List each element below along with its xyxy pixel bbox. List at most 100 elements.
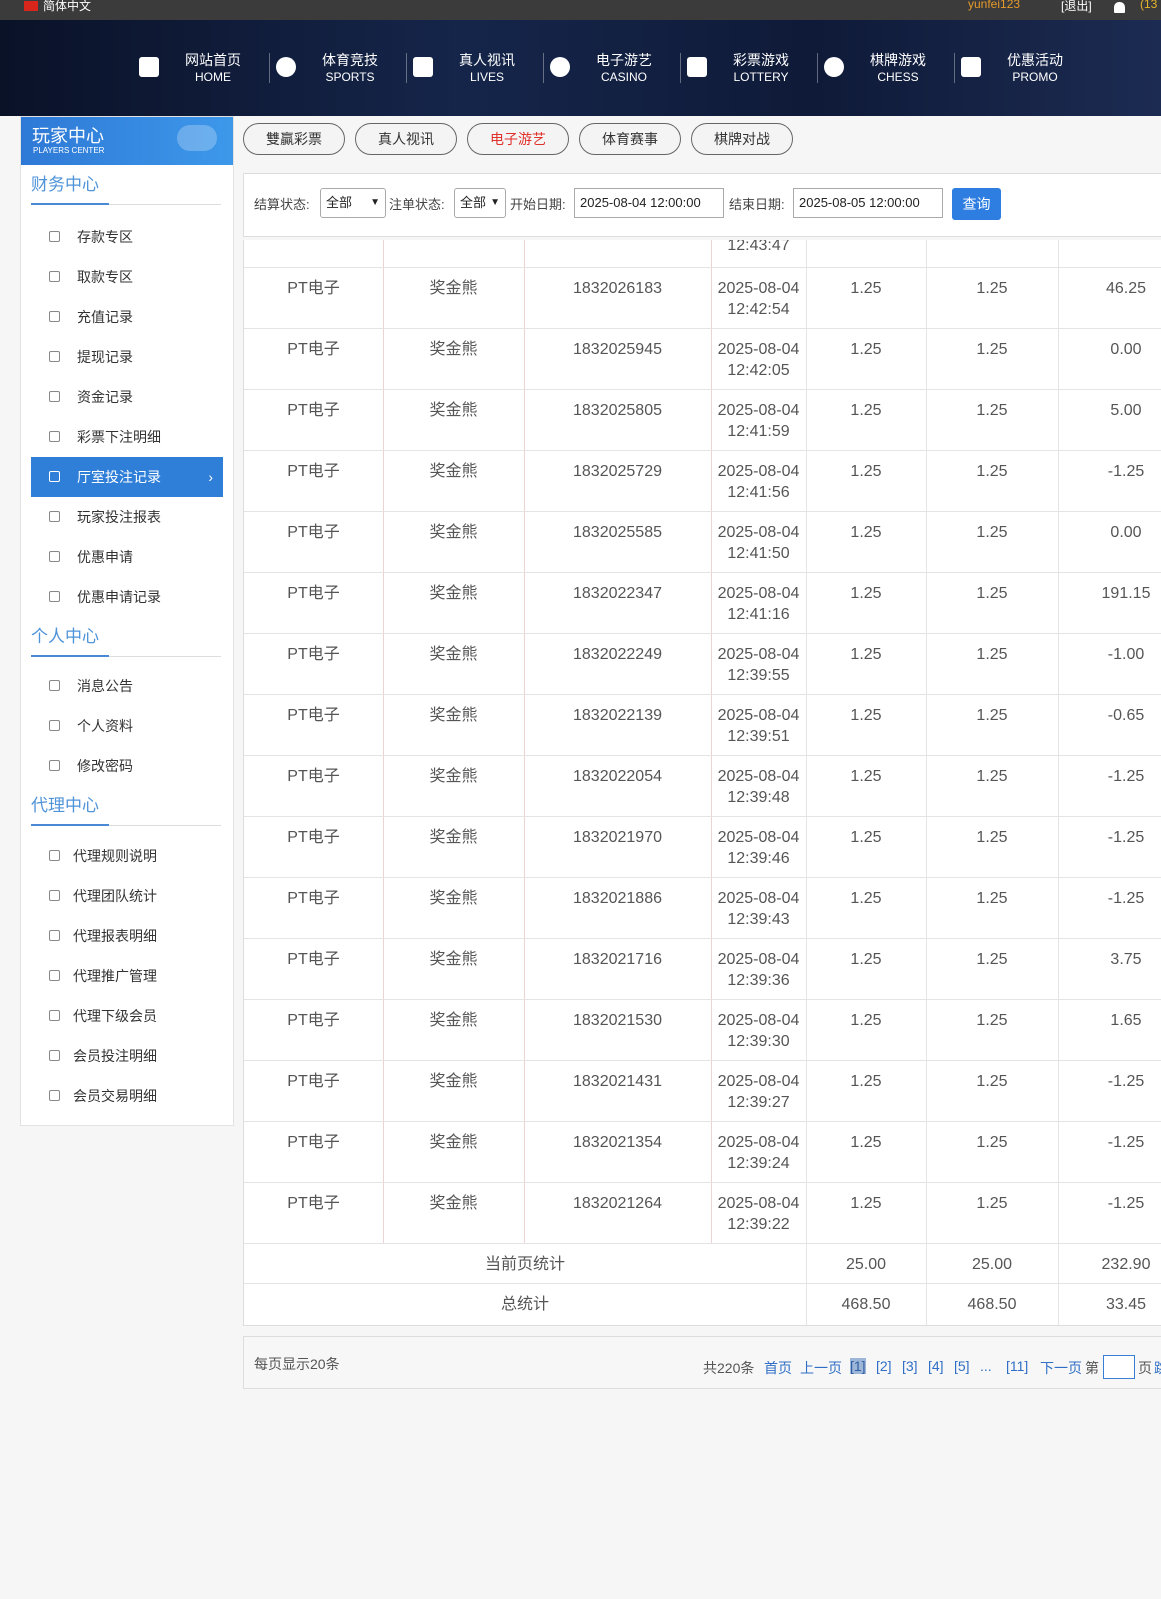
page-input[interactable] [1103, 1355, 1135, 1379]
logout-link[interactable]: [退出] [1061, 0, 1092, 13]
next-page-link[interactable]: 下一页 [1040, 1360, 1082, 1376]
sidebar-item[interactable]: 代理报表明细 [31, 916, 223, 956]
summary-value: 25.00 [845, 1256, 887, 1273]
cell-bet-id: 1832022347 [573, 585, 662, 602]
row-divider [244, 1182, 1161, 1183]
game-tab[interactable]: 体育赛事 [579, 123, 681, 155]
sidebar-item[interactable]: 代理团队统计 [31, 876, 223, 916]
cell-game: 奖金熊 [429, 768, 478, 785]
row-divider [244, 1243, 1161, 1244]
cell-valid-bet: 1.25 [976, 1134, 1008, 1151]
item-icon [49, 231, 60, 242]
sidebar-item[interactable]: 个人资料 [31, 706, 223, 746]
sidebar-item[interactable]: 优惠申请记录 [31, 577, 223, 617]
nav-item[interactable]: 网站首页 HOME [133, 20, 270, 116]
nav-separator [543, 53, 544, 83]
page-link[interactable]: [3] [902, 1358, 918, 1374]
page-link[interactable]: [4] [928, 1358, 944, 1374]
query-button[interactable]: 查询 [952, 188, 1001, 220]
row-divider [244, 1121, 1161, 1122]
nav-sublabel: LOTTERY [733, 70, 789, 84]
item-label: 代理团队统计 [73, 888, 157, 904]
sidebar-item[interactable]: 修改密码 [31, 746, 223, 786]
game-tab[interactable]: 棋牌对战 [691, 123, 793, 155]
row-divider [244, 267, 1161, 268]
sidebar-item[interactable]: 存款专区 [31, 217, 223, 257]
item-label: 代理规则说明 [73, 848, 157, 864]
nav-item[interactable]: 棋牌游戏 CHESS [818, 20, 955, 116]
item-label: 玩家投注报表 [77, 509, 161, 525]
item-label: 代理报表明细 [73, 928, 157, 944]
page-link[interactable]: [5] [954, 1358, 970, 1374]
sidebar-item[interactable]: 优惠申请 [31, 537, 223, 577]
cell-win-loss: 0.00 [1110, 341, 1142, 358]
heading-underline [31, 655, 109, 657]
cell-valid-bet: 1.25 [976, 402, 1008, 419]
nav-item[interactable]: 体育竞技 SPORTS [270, 20, 407, 116]
date-input[interactable]: 2025-08-04 12:00:00 [574, 188, 724, 218]
username[interactable]: yunfei123 [968, 0, 1021, 11]
sidebar-item[interactable]: 彩票下注明细 [31, 417, 223, 457]
section-heading: 代理中心 [31, 786, 221, 826]
cell-game: 奖金熊 [429, 402, 478, 419]
pagination: 每页显示20条 共220条 首页 上一页 [1] [2] [3] [4] [5]... [11] 下… [243, 1336, 1161, 1389]
nav-icon [961, 57, 981, 77]
cell-valid-bet: 1.25 [976, 1073, 1008, 1090]
page-link[interactable]: [1] [850, 1358, 866, 1374]
row-divider [244, 877, 1161, 878]
select-box[interactable]: 全部 ▼ [454, 188, 506, 218]
bell-icon[interactable] [1114, 2, 1125, 13]
heading-rule [109, 825, 221, 826]
sidebar-item[interactable]: 取款专区 [31, 257, 223, 297]
cell-date: 2025-08-04 [717, 1012, 800, 1029]
sidebar-item[interactable]: 消息公告 [31, 666, 223, 706]
cell-game: 奖金熊 [429, 463, 478, 480]
date-input[interactable]: 2025-08-05 12:00:00 [793, 188, 943, 218]
total-count: 共220条 [703, 1360, 755, 1376]
cell-time: 12:39:51 [727, 728, 790, 745]
summary-label: 当前页统计 [484, 1256, 565, 1273]
sidebar-item[interactable]: 会员投注明细 [31, 1036, 223, 1076]
game-tab[interactable]: 雙贏彩票 [243, 123, 345, 155]
cell-win-loss: 46.25 [1105, 280, 1147, 297]
sidebar-item[interactable]: 代理下级会员 [31, 996, 223, 1036]
sidebar-item[interactable]: 充值记录 [31, 297, 223, 337]
nav-item[interactable]: 优惠活动 PROMO [955, 20, 1092, 116]
sidebar-item[interactable]: 资金记录 [31, 377, 223, 417]
select-box[interactable]: 全部 ▼ [320, 188, 386, 218]
nav-icon [550, 57, 570, 77]
item-label: 厅室投注记录 [77, 469, 161, 485]
sidebar-item[interactable]: 提现记录 [31, 337, 223, 377]
nav-item[interactable]: 电子游艺 CASINO [544, 20, 681, 116]
cell-bet-amount: 1.25 [850, 1134, 882, 1151]
game-tab[interactable]: 电子游艺 [467, 123, 569, 155]
cell-win-loss: -1.25 [1107, 829, 1145, 846]
sidebar-item[interactable]: 代理推广管理 [31, 956, 223, 996]
prev-page-link[interactable]: 上一页 [800, 1360, 842, 1376]
cell-game: 奖金熊 [429, 585, 478, 602]
cell-valid-bet: 1.25 [976, 1195, 1008, 1212]
page-link[interactable]: [11] [1006, 1358, 1029, 1374]
nav-label: 彩票游戏 [733, 52, 789, 68]
game-tab[interactable]: 真人视讯 [355, 123, 457, 155]
jump-link[interactable]: 跳 [1154, 1358, 1161, 1378]
cell-platform: PT电子 [287, 768, 340, 785]
sidebar-item[interactable]: 玩家投注报表 [31, 497, 223, 537]
row-divider [244, 633, 1161, 634]
nav-item[interactable]: 真人视讯 LIVES [407, 20, 544, 116]
summary-value: 25.00 [971, 1256, 1013, 1273]
sidebar-item[interactable]: 会员交易明细 [31, 1076, 223, 1116]
language-select[interactable]: 简体中文 [43, 0, 92, 13]
cell-bet-id: 1832025729 [573, 463, 662, 480]
cell-platform: PT电子 [287, 463, 340, 480]
page-link[interactable]: [2] [876, 1358, 892, 1374]
item-icon [49, 970, 60, 981]
cell-win-loss: -1.00 [1107, 646, 1145, 663]
sidebar-item[interactable]: 厅室投注记录 › [31, 457, 223, 497]
cell-bet-id: 1832025805 [573, 402, 662, 419]
first-page-link[interactable]: 首页 [764, 1360, 792, 1376]
nav-item[interactable]: 彩票游戏 LOTTERY [681, 20, 818, 116]
heading-rule [109, 656, 221, 657]
sidebar-item[interactable]: 代理规则说明 [31, 836, 223, 876]
